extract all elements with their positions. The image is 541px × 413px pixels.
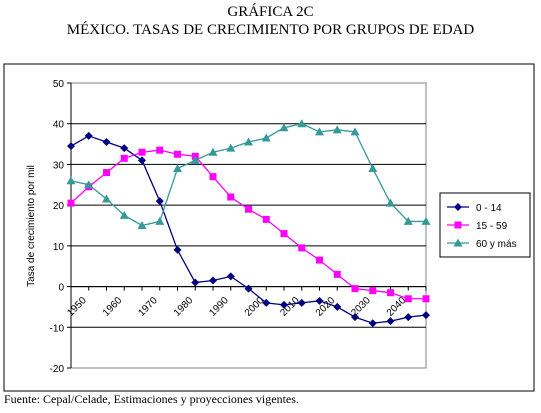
chart-title-line2: MÉXICO. TASAS DE CRECIMIENTO POR GRUPOS … [66, 22, 475, 38]
data-point [351, 313, 359, 322]
data-point [155, 216, 165, 225]
data-point [209, 276, 217, 285]
data-point [209, 173, 217, 181]
y-tick-label: 50 [53, 79, 65, 90]
data-point [137, 221, 147, 229]
data-point [262, 298, 271, 307]
data-point [173, 245, 182, 254]
data-point [368, 319, 377, 328]
data-point [102, 138, 111, 147]
data-point [138, 156, 146, 165]
data-point [280, 230, 288, 238]
y-axis-ticks: -20 -10 0 10 20 30 40 50 [50, 79, 71, 375]
data-point [191, 278, 200, 287]
legend-label: 15 - 59 [476, 221, 508, 232]
data-point [155, 197, 164, 206]
legend-marker [453, 238, 463, 247]
data-point [103, 169, 110, 177]
data-point [67, 142, 75, 151]
data-point [350, 127, 360, 136]
legend-marker [454, 221, 462, 229]
data-point [173, 164, 182, 172]
data-point [84, 180, 94, 189]
data-point [244, 137, 253, 146]
data-point [297, 298, 306, 307]
data-point [369, 287, 377, 295]
data-point [190, 155, 200, 164]
series-2 [67, 146, 430, 303]
data-point [174, 150, 181, 158]
data-point [120, 144, 129, 153]
data-point [156, 146, 164, 154]
data-point [421, 216, 431, 225]
data-point [119, 210, 129, 219]
legend: 0 - 14 15 - 59 60 y más [439, 192, 531, 258]
y-tick-label: 40 [53, 120, 65, 131]
data-point [387, 289, 394, 297]
data-point [386, 198, 395, 207]
data-point [261, 133, 271, 142]
data-point [403, 216, 413, 225]
data-point [351, 285, 359, 293]
data-point [298, 244, 306, 252]
y-tick-label: 0 [58, 283, 64, 294]
data-point [333, 270, 341, 278]
data-point [120, 154, 128, 162]
data-point [245, 205, 252, 213]
data-point [368, 164, 378, 172]
data-point [332, 125, 342, 134]
data-point [244, 284, 253, 293]
data-point [138, 148, 146, 156]
data-point [315, 127, 324, 136]
chart-title-line1: GRÁFICA 2C [227, 4, 314, 20]
series-3 [66, 119, 431, 229]
data-point [226, 272, 235, 281]
data-point [422, 311, 430, 320]
data-point [102, 194, 111, 203]
data-point [66, 176, 76, 185]
data-point [279, 123, 289, 132]
series-group [66, 119, 431, 328]
legend-marker [454, 203, 462, 211]
y-tick-label: -20 [50, 364, 65, 375]
data-point [67, 199, 75, 207]
data-point [316, 256, 323, 264]
y-tick-label: 20 [53, 201, 65, 212]
y-tick-label: -10 [50, 323, 65, 334]
data-point [404, 313, 413, 322]
y-tick-label: 30 [53, 160, 65, 171]
data-point [333, 302, 342, 311]
data-point [84, 131, 93, 140]
series-1 [67, 131, 430, 328]
data-point [226, 143, 236, 152]
y-tick-label: 10 [53, 242, 65, 253]
source-note: Fuente: Cepal/Celade, Estimaciones y pro… [4, 392, 299, 406]
data-point [227, 193, 235, 201]
data-point [208, 147, 218, 156]
legend-label: 60 y más [476, 239, 517, 250]
y-axis-label: Tasa de crecimiento por mil [26, 165, 37, 287]
data-point [262, 215, 270, 223]
data-point [297, 119, 307, 128]
data-point [315, 296, 324, 305]
data-point [280, 300, 288, 309]
data-point [404, 295, 412, 303]
data-point [422, 295, 430, 303]
legend-label: 0 - 14 [476, 203, 502, 214]
data-point [386, 317, 395, 326]
